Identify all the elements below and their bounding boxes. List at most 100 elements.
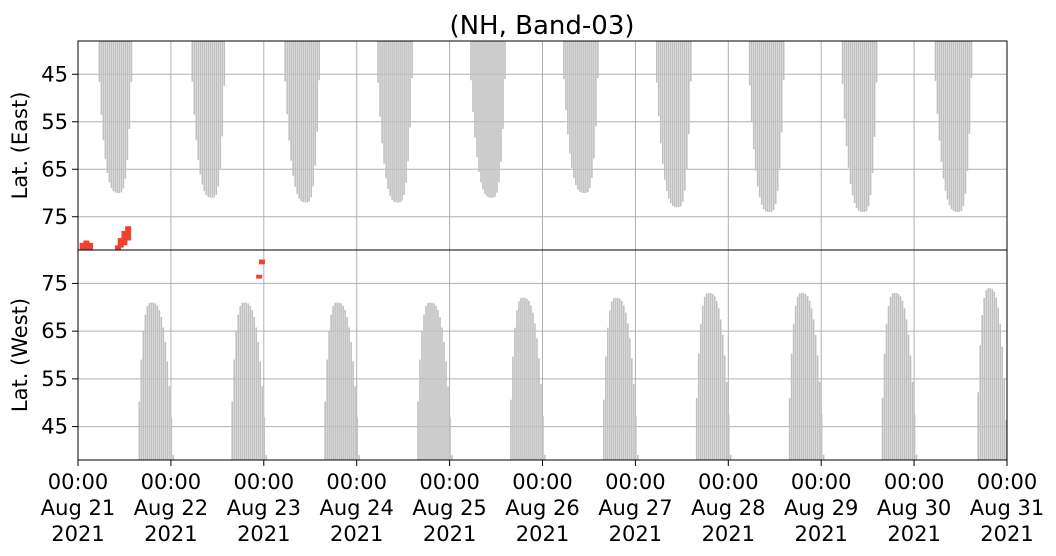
no-data-region bbox=[748, 41, 785, 212]
no-data-strip bbox=[156, 305, 159, 460]
no-data-strip bbox=[565, 41, 567, 110]
no-data-strip bbox=[542, 415, 544, 460]
no-data-strip bbox=[470, 41, 472, 81]
no-data-strip bbox=[987, 288, 990, 460]
no-data-region bbox=[603, 297, 639, 460]
no-data-strip bbox=[504, 41, 506, 80]
no-data-strip bbox=[952, 41, 955, 211]
no-data-strip bbox=[474, 41, 476, 138]
no-data-strip bbox=[899, 296, 902, 460]
no-data-strip bbox=[985, 290, 988, 460]
no-data-strip bbox=[247, 303, 250, 460]
no-data-strip bbox=[395, 41, 397, 203]
no-data-strip bbox=[585, 41, 587, 193]
no-data-strip bbox=[995, 297, 998, 460]
no-data-strip bbox=[162, 327, 165, 460]
no-data-strip bbox=[752, 41, 755, 150]
no-data-strip bbox=[312, 41, 314, 187]
no-data-strip bbox=[613, 298, 615, 460]
no-data-strip bbox=[764, 41, 767, 212]
east-events bbox=[79, 226, 132, 250]
no-data-region bbox=[788, 292, 825, 460]
no-data-strip bbox=[201, 41, 204, 185]
no-data-strip bbox=[637, 455, 639, 460]
no-data-strip bbox=[845, 41, 848, 147]
no-data-strip bbox=[768, 41, 771, 212]
no-data-strip bbox=[300, 41, 302, 202]
no-data-strip bbox=[1003, 378, 1006, 460]
no-data-strip bbox=[857, 41, 860, 211]
no-data-strip bbox=[897, 293, 900, 460]
no-data-strip bbox=[571, 41, 573, 168]
no-data-strip bbox=[631, 358, 633, 460]
no-data-strip bbox=[820, 414, 823, 460]
no-data-strip bbox=[655, 41, 658, 83]
no-data-strip bbox=[816, 355, 819, 460]
no-data-strip bbox=[970, 41, 973, 78]
no-data-strip bbox=[685, 41, 688, 170]
no-data-strip bbox=[770, 41, 773, 212]
west-y-ticks: 45 55 65 75 bbox=[41, 271, 78, 439]
no-data-region bbox=[284, 41, 320, 203]
no-data-strip bbox=[981, 315, 984, 460]
no-data-strip bbox=[958, 41, 961, 212]
no-data-strip bbox=[314, 41, 316, 166]
no-data-strip bbox=[863, 41, 866, 212]
no-data-strip bbox=[889, 296, 892, 460]
no-data-strip bbox=[873, 41, 876, 137]
x-tick-label: 00:00 Aug 25 2021 bbox=[412, 470, 486, 546]
no-data-strip bbox=[342, 305, 344, 460]
no-data-strip bbox=[991, 288, 994, 460]
no-data-strip bbox=[867, 41, 870, 207]
no-data-strip bbox=[292, 41, 294, 176]
no-data-strip bbox=[841, 41, 844, 84]
x-tick-label: 00:00 Aug 31 2021 bbox=[970, 470, 1044, 546]
no-data-strip bbox=[687, 41, 690, 135]
x-tick-label: 00:00 Aug 21 2021 bbox=[41, 470, 115, 546]
no-data-strip bbox=[711, 293, 714, 460]
no-data-strip bbox=[168, 386, 171, 460]
no-data-strip bbox=[695, 397, 698, 460]
no-data-strip bbox=[381, 41, 383, 144]
no-data-strip bbox=[853, 41, 856, 204]
no-data-strip bbox=[249, 305, 252, 460]
no-data-strip bbox=[534, 323, 536, 460]
no-data-strip bbox=[577, 41, 579, 190]
no-data-strip bbox=[288, 41, 290, 141]
no-data-strip bbox=[239, 306, 242, 460]
no-data-strip bbox=[304, 41, 306, 203]
west-events bbox=[256, 259, 265, 279]
no-data-strip bbox=[772, 41, 775, 210]
no-data-strip bbox=[435, 305, 437, 460]
east-ylabel: Lat. (East) bbox=[8, 92, 32, 200]
no-data-strip bbox=[498, 41, 500, 183]
no-data-strip bbox=[409, 41, 411, 128]
no-data-strip bbox=[514, 327, 516, 460]
no-data-strip bbox=[843, 41, 846, 119]
no-data-strip bbox=[715, 300, 718, 460]
no-data-strip bbox=[725, 381, 728, 460]
no-data-strip bbox=[118, 41, 121, 193]
no-data-strip bbox=[589, 41, 591, 189]
no-data-strip bbox=[891, 293, 894, 460]
no-data-strip bbox=[887, 305, 890, 460]
no-data-strip bbox=[346, 316, 348, 460]
no-data-strip bbox=[306, 41, 308, 203]
no-data-strip bbox=[717, 308, 720, 460]
no-data-strip bbox=[776, 41, 779, 192]
no-data-strip bbox=[387, 41, 389, 189]
no-data-strip bbox=[689, 41, 692, 82]
event-cell bbox=[79, 242, 86, 250]
no-data-strip bbox=[528, 300, 530, 460]
no-data-strip bbox=[629, 338, 631, 460]
no-data-strip bbox=[591, 41, 593, 178]
no-data-strip bbox=[989, 288, 992, 460]
no-data-region bbox=[470, 41, 506, 198]
y-tick-label: 65 bbox=[41, 319, 68, 343]
no-data-strip bbox=[393, 41, 395, 202]
no-data-strip bbox=[128, 41, 131, 130]
no-data-strip bbox=[673, 41, 676, 207]
no-data-region bbox=[231, 302, 268, 460]
no-data-strip bbox=[150, 302, 153, 460]
no-data-strip bbox=[875, 41, 878, 83]
